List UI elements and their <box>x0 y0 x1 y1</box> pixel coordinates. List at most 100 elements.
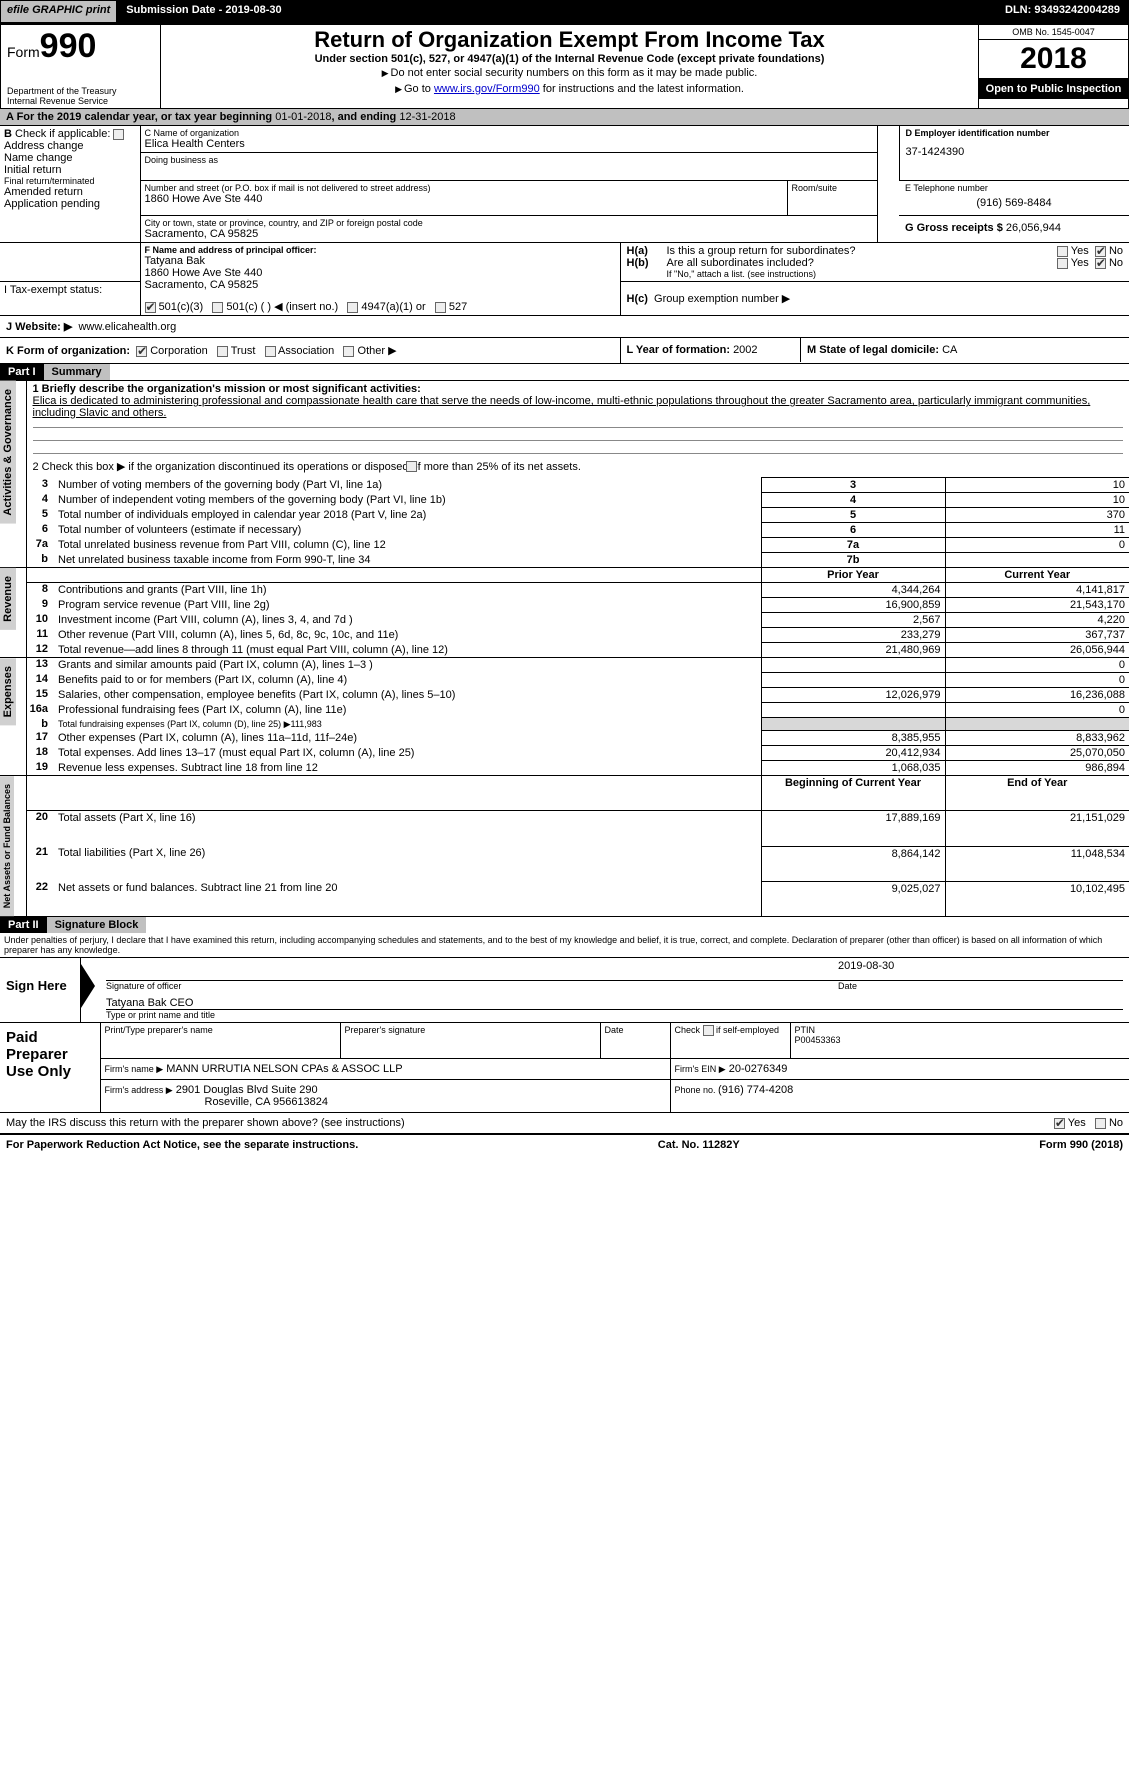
note-link: Go to www.irs.gov/Form990 for instructio… <box>395 83 744 95</box>
ag-row-3: 3Number of voting members of the governi… <box>0 478 1129 493</box>
section-i-boxes: 501(c)(3) 501(c) ( ) ◀ (insert no.) 4947… <box>140 298 620 315</box>
ag-row-4: 4Number of independent voting members of… <box>0 493 1129 508</box>
exp-17: 17Other expenses (Part IX, column (A), l… <box>0 731 1129 746</box>
chk-527[interactable] <box>435 302 446 313</box>
chk-corp[interactable] <box>136 346 147 357</box>
exp-16a: 16aProfessional fundraising fees (Part I… <box>0 703 1129 718</box>
efile-label: efile GRAPHIC print <box>0 0 117 23</box>
chk-ha-yes[interactable] <box>1057 246 1068 257</box>
exp-18: 18Total expenses. Add lines 13–17 (must … <box>0 746 1129 761</box>
officer-street: 1860 Howe Ave Ste 440 <box>145 267 616 279</box>
part-i-header: Part ISummary <box>0 364 1129 381</box>
firm-phone: Phone no. (916) 774-4208 <box>670 1080 1129 1113</box>
section-g: G Gross receipts $ 26,056,944 <box>899 216 1129 243</box>
chk-address[interactable] <box>113 129 124 140</box>
section-m: M State of legal domicile: CA <box>801 338 1129 362</box>
chk-4947[interactable] <box>347 302 358 313</box>
omb: OMB No. 1545-0047 <box>979 25 1128 40</box>
officer-name-title: Tatyana Bak CEO <box>106 991 1123 1010</box>
city-state: Sacramento, CA 95825 <box>145 228 873 240</box>
b-address-change: Address change <box>4 140 136 152</box>
paid-label: Paid Preparer Use Only <box>0 1023 100 1113</box>
side-ag: Activities & Governance <box>0 381 26 568</box>
footer-left: For Paperwork Reduction Act Notice, see … <box>6 1139 358 1151</box>
section-l: L Year of formation: 2002 <box>621 338 801 362</box>
f-gap <box>0 243 140 282</box>
part-ii-num: Part II <box>0 917 47 933</box>
ag-row-7a: 7aTotal unrelated business revenue from … <box>0 538 1129 553</box>
chk-discontinued[interactable] <box>406 461 417 472</box>
chk-hb-yes[interactable] <box>1057 258 1068 269</box>
rev-10: 10Investment income (Part VIII, column (… <box>0 613 1129 628</box>
col-prior: Prior Year <box>761 568 945 583</box>
side-exp: Expenses <box>0 658 26 776</box>
chk-501c[interactable] <box>212 302 223 313</box>
gross-receipts: 26,056,944 <box>1006 222 1061 234</box>
b-final: Final return/terminated <box>4 176 136 186</box>
sig-date-label: Date <box>826 980 1123 991</box>
ein: 37-1424390 <box>906 138 1124 166</box>
ag-row-7b: bNet unrelated business taxable income f… <box>0 553 1129 568</box>
firm-name: Firm's name ▶ MANN URRUTIA NELSON CPAs &… <box>100 1059 670 1080</box>
sign-here-table: Sign Here 2019-08-30 Signature of office… <box>0 957 1129 1023</box>
section-lm: L Year of formation: 2002 M State of leg… <box>620 338 1129 364</box>
sig-arrow-cell <box>80 958 100 1023</box>
chk-assoc[interactable] <box>265 346 276 357</box>
page-footer: For Paperwork Reduction Act Notice, see … <box>0 1134 1129 1155</box>
section-hc: H(c) Group exemption number ▶ <box>620 282 1129 316</box>
line-1: 1 Briefly describe the organization's mi… <box>26 381 1129 456</box>
mission-text: Elica is dedicated to administering prof… <box>33 395 1091 419</box>
check-se: Check if self-employed <box>670 1023 790 1059</box>
h-b-note: If "No," attach a list. (see instruction… <box>667 269 1124 279</box>
title-cell: Return of Organization Exempt From Incom… <box>161 25 979 109</box>
side-rev: Revenue <box>0 568 26 658</box>
na-22: 22Net assets or fund balances. Subtract … <box>0 881 1129 916</box>
ptin-cell: PTINP00453363 <box>790 1023 1129 1059</box>
j-gap <box>620 316 1129 338</box>
form-number: Form990 <box>7 27 154 66</box>
line-2: 2 Check this box ▶ if the organization d… <box>26 456 1129 478</box>
sig-officer-line[interactable] <box>106 960 826 980</box>
b-initial: Initial return <box>4 164 136 176</box>
section-d: D Employer identification number 37-1424… <box>899 126 1129 181</box>
chk-other[interactable] <box>343 346 354 357</box>
section-c-street: Number and street (or P.O. box if mail i… <box>140 181 787 216</box>
irs-link[interactable]: www.irs.gov/Form990 <box>434 83 540 95</box>
print-name: Print/Type preparer's name <box>100 1023 340 1059</box>
footer-right: Form 990 (2018) <box>1039 1139 1123 1151</box>
section-k: K Form of organization: Corporation Trus… <box>0 338 620 364</box>
discuss-line: May the IRS discuss this return with the… <box>0 1113 1129 1134</box>
note-privacy: Do not enter social security numbers on … <box>382 67 758 79</box>
part-ii-header: Part IISignature Block <box>0 917 1129 933</box>
exp-16b: bTotal fundraising expenses (Part IX, co… <box>0 718 1129 731</box>
section-i: I Tax-exempt status: <box>0 282 140 299</box>
paid-preparer-table: Paid Preparer Use Only Print/Type prepar… <box>0 1023 1129 1114</box>
chk-discuss-yes[interactable] <box>1054 1118 1065 1129</box>
rev-12: 12Total revenue—add lines 8 through 11 (… <box>0 643 1129 658</box>
rev-11: 11Other revenue (Part VIII, column (A), … <box>0 628 1129 643</box>
h-a: Is this a group return for subordinates? <box>667 245 1004 257</box>
submission-date: Submission Date - 2019-08-30 <box>117 0 290 23</box>
i-gap <box>0 298 140 315</box>
summary-table: Activities & Governance 1 Briefly descri… <box>0 381 1129 917</box>
chk-501c3[interactable] <box>145 302 156 313</box>
b-amended: Amended return <box>4 186 136 198</box>
chk-discuss-no[interactable] <box>1095 1118 1106 1129</box>
part-ii-title: Signature Block <box>47 917 147 933</box>
tax-year: 2018 <box>979 40 1128 79</box>
chk-trust[interactable] <box>217 346 228 357</box>
chk-hb-no[interactable] <box>1095 258 1106 269</box>
type-name-label: Type or print name and title <box>106 1009 1123 1020</box>
website: www.elicahealth.org <box>78 321 176 333</box>
dept-treasury: Department of the Treasury <box>7 86 154 96</box>
section-c-dba: Doing business as <box>140 153 877 181</box>
telephone: (916) 569-8484 <box>905 193 1123 213</box>
ag-row-5: 5Total number of individuals employed in… <box>0 508 1129 523</box>
footer-mid: Cat. No. 11282Y <box>658 1139 740 1151</box>
exp-15: 15Salaries, other compensation, employee… <box>0 688 1129 703</box>
prep-date: Date <box>600 1023 670 1059</box>
col-begin: Beginning of Current Year <box>761 776 945 811</box>
chk-self-employed[interactable] <box>703 1025 714 1036</box>
irs-label: Internal Revenue Service <box>7 96 154 106</box>
ag-row-6: 6Total number of volunteers (estimate if… <box>0 523 1129 538</box>
